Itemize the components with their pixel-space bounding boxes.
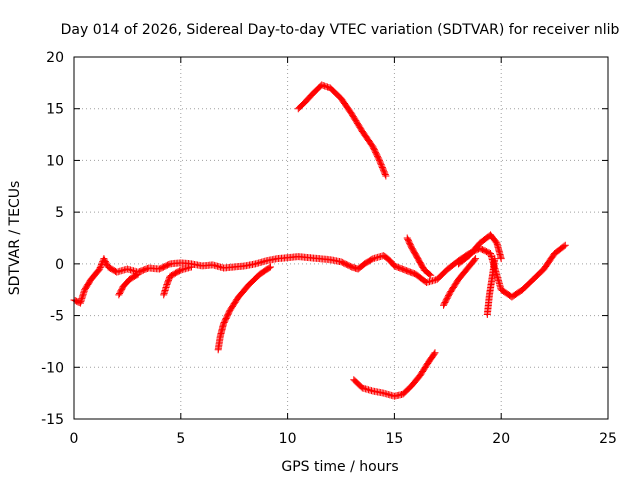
data-point	[265, 264, 273, 272]
data-point	[491, 255, 499, 263]
data-point	[134, 270, 142, 278]
series-dip-near-4.2h	[160, 263, 195, 299]
chart-title: Day 014 of 2026, Sidereal Day-to-day VTE…	[61, 22, 620, 38]
data-point	[321, 82, 329, 90]
data-point	[319, 81, 327, 89]
series-dip-near-6.8h	[214, 263, 275, 354]
data-point	[187, 263, 195, 271]
data-point	[267, 263, 275, 271]
data-point	[323, 83, 331, 91]
data-point	[427, 271, 435, 279]
y-tick-label: 5	[55, 205, 64, 221]
series-dip-near-2.2h	[115, 270, 142, 299]
y-tick-label: 10	[46, 153, 64, 169]
series-upper-arc	[294, 81, 390, 180]
series-main-band	[70, 241, 569, 307]
x-tick-label: 15	[385, 431, 403, 447]
y-tick-label: -5	[50, 309, 64, 325]
data-point	[381, 171, 389, 179]
data-point	[322, 82, 330, 90]
x-axis-label: GPS time / hours	[281, 459, 398, 475]
y-tick-label: -10	[41, 360, 64, 376]
series-lower-arc	[350, 349, 439, 400]
data-point	[175, 267, 183, 275]
y-tick-label: 15	[46, 102, 64, 118]
plot-frame	[73, 56, 609, 420]
data-point	[472, 255, 480, 263]
x-tick-label: 0	[70, 431, 79, 447]
series-spike-near-19.3h	[483, 255, 499, 319]
data-point	[431, 349, 439, 357]
data-point	[560, 242, 568, 250]
data-point	[497, 255, 505, 263]
series-hump-near-16h	[403, 234, 435, 279]
y-tick-label: -15	[41, 412, 64, 428]
x-tick-label: 5	[176, 431, 185, 447]
data-point	[426, 270, 434, 278]
data-point	[165, 261, 173, 269]
data-points	[70, 81, 569, 400]
ticks: 0 5 10 15 20 25 -15 -10 -5 0 5 10 15 20	[41, 50, 617, 447]
data-point	[96, 264, 104, 272]
data-point	[471, 256, 479, 264]
data-point	[133, 271, 141, 279]
series-branch-near-19.6h	[454, 231, 505, 268]
data-point	[96, 265, 104, 273]
x-tick-label: 25	[599, 431, 617, 447]
y-tick-label: 0	[55, 257, 64, 273]
data-point	[561, 241, 569, 249]
data-point	[382, 172, 390, 180]
y-axis-label: SDTVAR / TECUs	[7, 181, 23, 296]
series-dip-near-17.3h	[440, 255, 480, 309]
data-point	[430, 350, 438, 358]
data-point	[97, 262, 105, 270]
x-tick-label: 20	[492, 431, 510, 447]
x-tick-label: 10	[279, 431, 297, 447]
y-tick-label: 20	[46, 50, 64, 66]
data-point	[318, 81, 326, 89]
